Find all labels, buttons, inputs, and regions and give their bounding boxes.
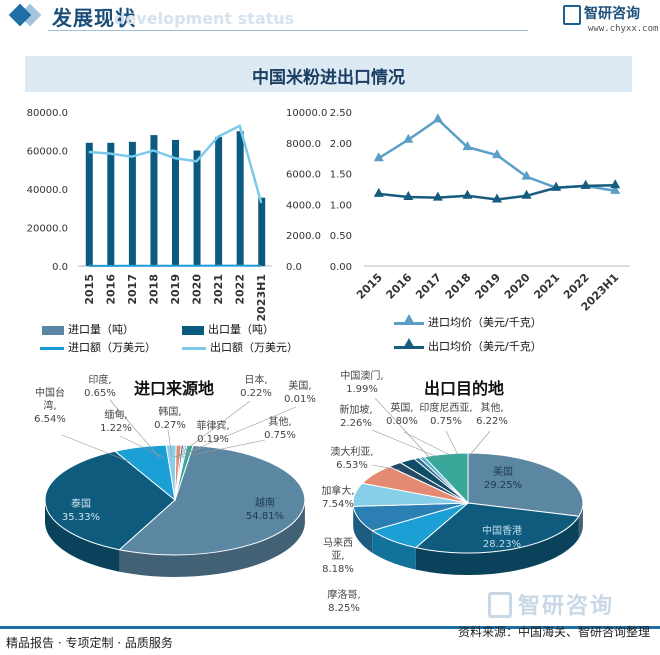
chart1-x-tick-label: 2015	[83, 274, 96, 305]
chart1-x-tick-label: 2016	[104, 274, 117, 305]
chart1-y2-tick-label: 10000.0	[286, 108, 327, 119]
footer-source: 资料来源：中国海关、智研咨询整理	[458, 623, 650, 640]
chart2-x-tick-label: 2019	[472, 271, 503, 302]
chart2-y-tick-label: 0.50	[330, 231, 352, 242]
import-label-philippines: 菲律宾,0.19%	[190, 420, 236, 446]
chart1-y-tick-label: 20000.0	[27, 224, 68, 235]
export-volume-bar	[107, 143, 114, 266]
export-label-macau: 中国澳门,1.99%	[330, 370, 394, 396]
export-volume-bar	[194, 151, 201, 267]
chart1-y2-tick-label: 8000.0	[286, 139, 321, 150]
chart1-x-tick-label: 2019	[169, 274, 182, 305]
chart1-y-tick-label: 80000.0	[27, 108, 68, 119]
export-pie-leader	[404, 432, 452, 456]
legend-export-volume: 出口量（吨）	[182, 321, 274, 337]
import-label-usa: 美国,0.01%	[280, 380, 320, 406]
chart2-y-tick-label: 2.50	[330, 108, 352, 119]
chart1-x-tick-label: 2023H1	[255, 274, 268, 321]
export-pie-leader	[470, 431, 490, 455]
chart2-x-tick-label: 2020	[502, 271, 533, 302]
watermark-logo-icon	[488, 592, 512, 618]
import-pie-title: 进口来源地	[134, 375, 214, 399]
export-label-other: 其他,6.22%	[472, 402, 512, 428]
chart2-y-tick-label: 0.00	[330, 262, 352, 273]
export-label-canada: 加拿大,7.54%	[318, 485, 358, 511]
import-label-taiwan: 中国台湾,6.54%	[30, 387, 70, 426]
export-pie-leader	[446, 431, 458, 455]
export-volume-bar	[258, 198, 265, 266]
export-label-malaysia: 马来西亚,8.18%	[318, 537, 358, 576]
chart2-y-tick-label: 1.00	[330, 200, 352, 211]
export-label-uk: 英国,0.80%	[382, 402, 422, 428]
import-price-point	[433, 113, 443, 122]
chart1-y-tick-label: 0.0	[52, 262, 68, 273]
export-pie-title: 出口目的地	[424, 375, 504, 399]
chart2-y-tick-label: 2.00	[330, 139, 352, 150]
import-label-other: 其他,0.75%	[260, 416, 300, 442]
export-volume-bar	[150, 135, 157, 266]
chart1-y2-tick-label: 2000.0	[286, 231, 321, 242]
chart1-x-tick-label: 2020	[191, 274, 204, 305]
legend-import-price: 进口均价（美元/千克）	[394, 314, 542, 330]
import-volume-bar	[82, 266, 85, 267]
export-label-singapore: 新加坡,2.26%	[332, 404, 380, 430]
export-volume-bar	[86, 143, 93, 266]
export-price-point	[462, 190, 472, 199]
export-price-point	[610, 179, 620, 188]
chart1-y2-tick-label: 0.0	[286, 262, 302, 273]
export-pie-leader	[372, 430, 440, 458]
page-footer: 精品报告 · 专项定制 · 品质服务 资料来源：中国海关、智研咨询整理	[0, 626, 660, 655]
import-label-myanmar: 缅甸,1.22%	[96, 409, 136, 435]
legend-import-value: 进口额（万美元）	[40, 339, 156, 355]
chart2-x-tick-label: 2015	[354, 271, 385, 302]
export-price-point	[433, 192, 443, 201]
export-volume-bar	[237, 131, 244, 266]
chart2-x-tick-label: 2021	[531, 271, 562, 302]
export-label-morocco: 摩洛哥,8.25%	[322, 589, 366, 615]
chart1-x-tick-label: 2018	[147, 274, 160, 305]
chart2-x-tick-label: 2016	[384, 271, 415, 302]
import-label-korea: 韩国,0.27%	[150, 406, 190, 432]
legend-import-volume: 进口量（吨）	[42, 321, 134, 337]
export-volume-bar	[215, 137, 222, 266]
chart1-y2-tick-label: 6000.0	[286, 170, 321, 181]
export-price-point	[374, 188, 384, 197]
export-volume-bar	[129, 142, 136, 266]
chart2-x-tick-label: 2017	[413, 271, 444, 302]
import-label-japan: 日本,0.22%	[236, 374, 276, 400]
chart1-y-tick-label: 60000.0	[27, 147, 68, 158]
chart1-x-tick-label: 2017	[126, 274, 139, 305]
chart1-x-tick-label: 2022	[234, 274, 247, 305]
export-label-indonesia: 印度尼西亚,0.75%	[418, 402, 474, 428]
import-label-india: 印度,0.65%	[80, 374, 120, 400]
chart1-y-tick-label: 40000.0	[27, 185, 68, 196]
export-price-point	[581, 180, 591, 189]
chart1-y2-tick-label: 4000.0	[286, 200, 321, 211]
chart2-y-tick-label: 1.50	[330, 170, 352, 181]
export-label-australia: 澳大利亚,6.53%	[324, 446, 380, 472]
chart2-x-tick-label: 2018	[443, 271, 474, 302]
footer-watermark: 智研咨询	[488, 588, 648, 618]
legend-export-value: 出口额（万美元）	[182, 339, 298, 355]
chart1-x-tick-label: 2021	[212, 274, 225, 305]
footer-slogan: 精品报告 · 专项定制 · 品质服务	[6, 634, 173, 651]
legend-export-price: 出口均价（美元/千克）	[394, 338, 542, 354]
